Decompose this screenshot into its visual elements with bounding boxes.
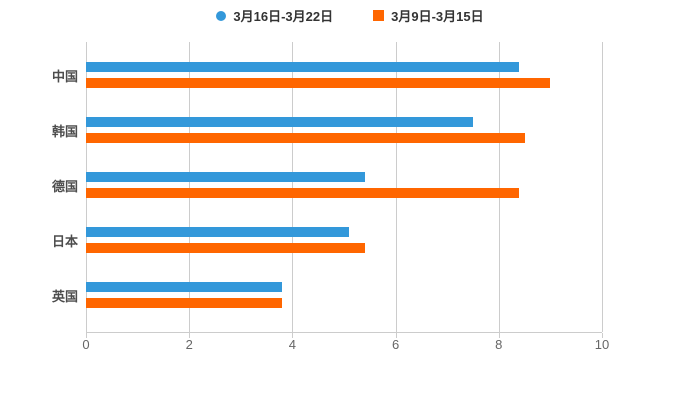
x-tick-label: 2 [185,337,193,352]
gridline [86,42,87,332]
category-label: 中国 [51,69,78,84]
legend-label: 3月16日-3月22日 [233,9,334,24]
legend-square-marker-icon [373,10,385,21]
bar-韩国-series1 [86,117,473,127]
category-label: 英国 [51,289,78,304]
category-label: 韩国 [51,124,78,139]
gridline [395,42,397,332]
x-tick-label: 4 [288,337,297,352]
category-label: 日本 [51,234,78,249]
bar-德国-series2 [86,188,520,198]
bar-韩国-series2 [86,133,525,143]
legend-item[interactable]: 3月9日-3月15日 [373,6,484,25]
bar-中国-series2 [86,78,551,88]
x-tick-label: 0 [82,337,90,352]
y-axis-labels: 中国韩国德国日本英国 [0,42,78,333]
x-axis-tick-mark [602,333,603,338]
x-tick-label: 10 [594,337,610,352]
gridline [602,42,603,332]
x-axis-tick-mark [292,333,294,338]
x-axis-labels: 0 2 4 6 8 10 [82,337,609,353]
bar-日本-series2 [86,243,365,253]
gridline [189,42,191,332]
x-axis-tick-mark [86,333,87,338]
plot-area [86,42,603,338]
x-axis-tick-mark [395,333,397,338]
bar-英国-series2 [86,298,283,308]
x-tick-label: 6 [391,337,400,352]
bar-德国-series1 [86,172,365,182]
x-axis-tick-mark [498,333,500,338]
gridline [498,42,500,332]
category-label: 德国 [51,179,78,194]
x-axis-tick-mark [189,333,191,338]
bar-中国-series1 [86,62,520,72]
bar-英国-series1 [86,282,283,292]
gridline [292,42,294,332]
legend-item[interactable]: 3月16日-3月22日 [216,6,333,25]
x-tick-label: 8 [495,337,503,352]
bar-日本-series1 [86,227,350,237]
legend-label: 3月9日-3月15日 [391,9,484,24]
legend-circle-marker-icon [216,10,227,21]
chart-legend: 3月16日-3月22日 3月9日-3月15日 [0,6,700,25]
